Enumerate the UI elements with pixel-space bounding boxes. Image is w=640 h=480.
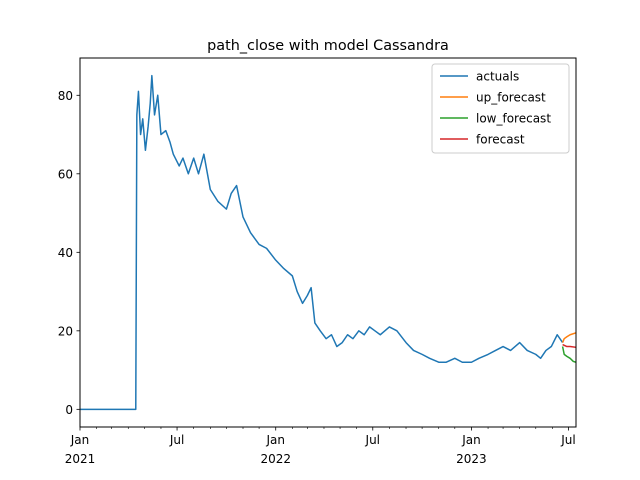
- y-tick-label: 20: [58, 324, 73, 338]
- legend-label: forecast: [476, 133, 525, 147]
- x-tick-label: Jul: [365, 433, 380, 447]
- x-tick-label: Jan: [265, 433, 285, 447]
- y-tick-label: 60: [58, 167, 73, 181]
- axes-frame: [79, 57, 577, 428]
- x-axis: Jan 2021 Jul Jan 2022 Jul Jan 2023 Jul: [65, 427, 576, 466]
- x-tick-label: Jul: [560, 433, 575, 447]
- plot-area: [80, 74, 577, 411]
- series-line-low-forecast: [561, 346, 577, 363]
- legend-label: up_forecast: [476, 91, 546, 105]
- legend-label: low_forecast: [476, 112, 551, 126]
- series-line-actuals: [80, 74, 564, 411]
- series-line-forecast: [562, 343, 577, 349]
- x-tick-label: Jan: [461, 433, 481, 447]
- chart-title: path_close with model Cassandra: [207, 38, 449, 54]
- x-tick-year-label: 2022: [260, 452, 291, 466]
- x-tick-year-label: 2021: [65, 452, 96, 466]
- y-tick-label: 40: [58, 246, 73, 260]
- y-axis: 0 20 40 60 80: [58, 89, 80, 417]
- series-line-up-forecast: [561, 332, 577, 343]
- x-tick-label: Jan: [70, 433, 90, 447]
- legend: actuals up_forecast low_forecast forecast: [431, 63, 570, 154]
- x-tick-year-label: 2023: [456, 452, 487, 466]
- y-tick-label: 0: [65, 403, 73, 417]
- legend-box: [431, 63, 570, 154]
- y-tick-label: 80: [58, 89, 73, 103]
- x-tick-label: Jul: [169, 433, 184, 447]
- legend-label: actuals: [476, 70, 519, 84]
